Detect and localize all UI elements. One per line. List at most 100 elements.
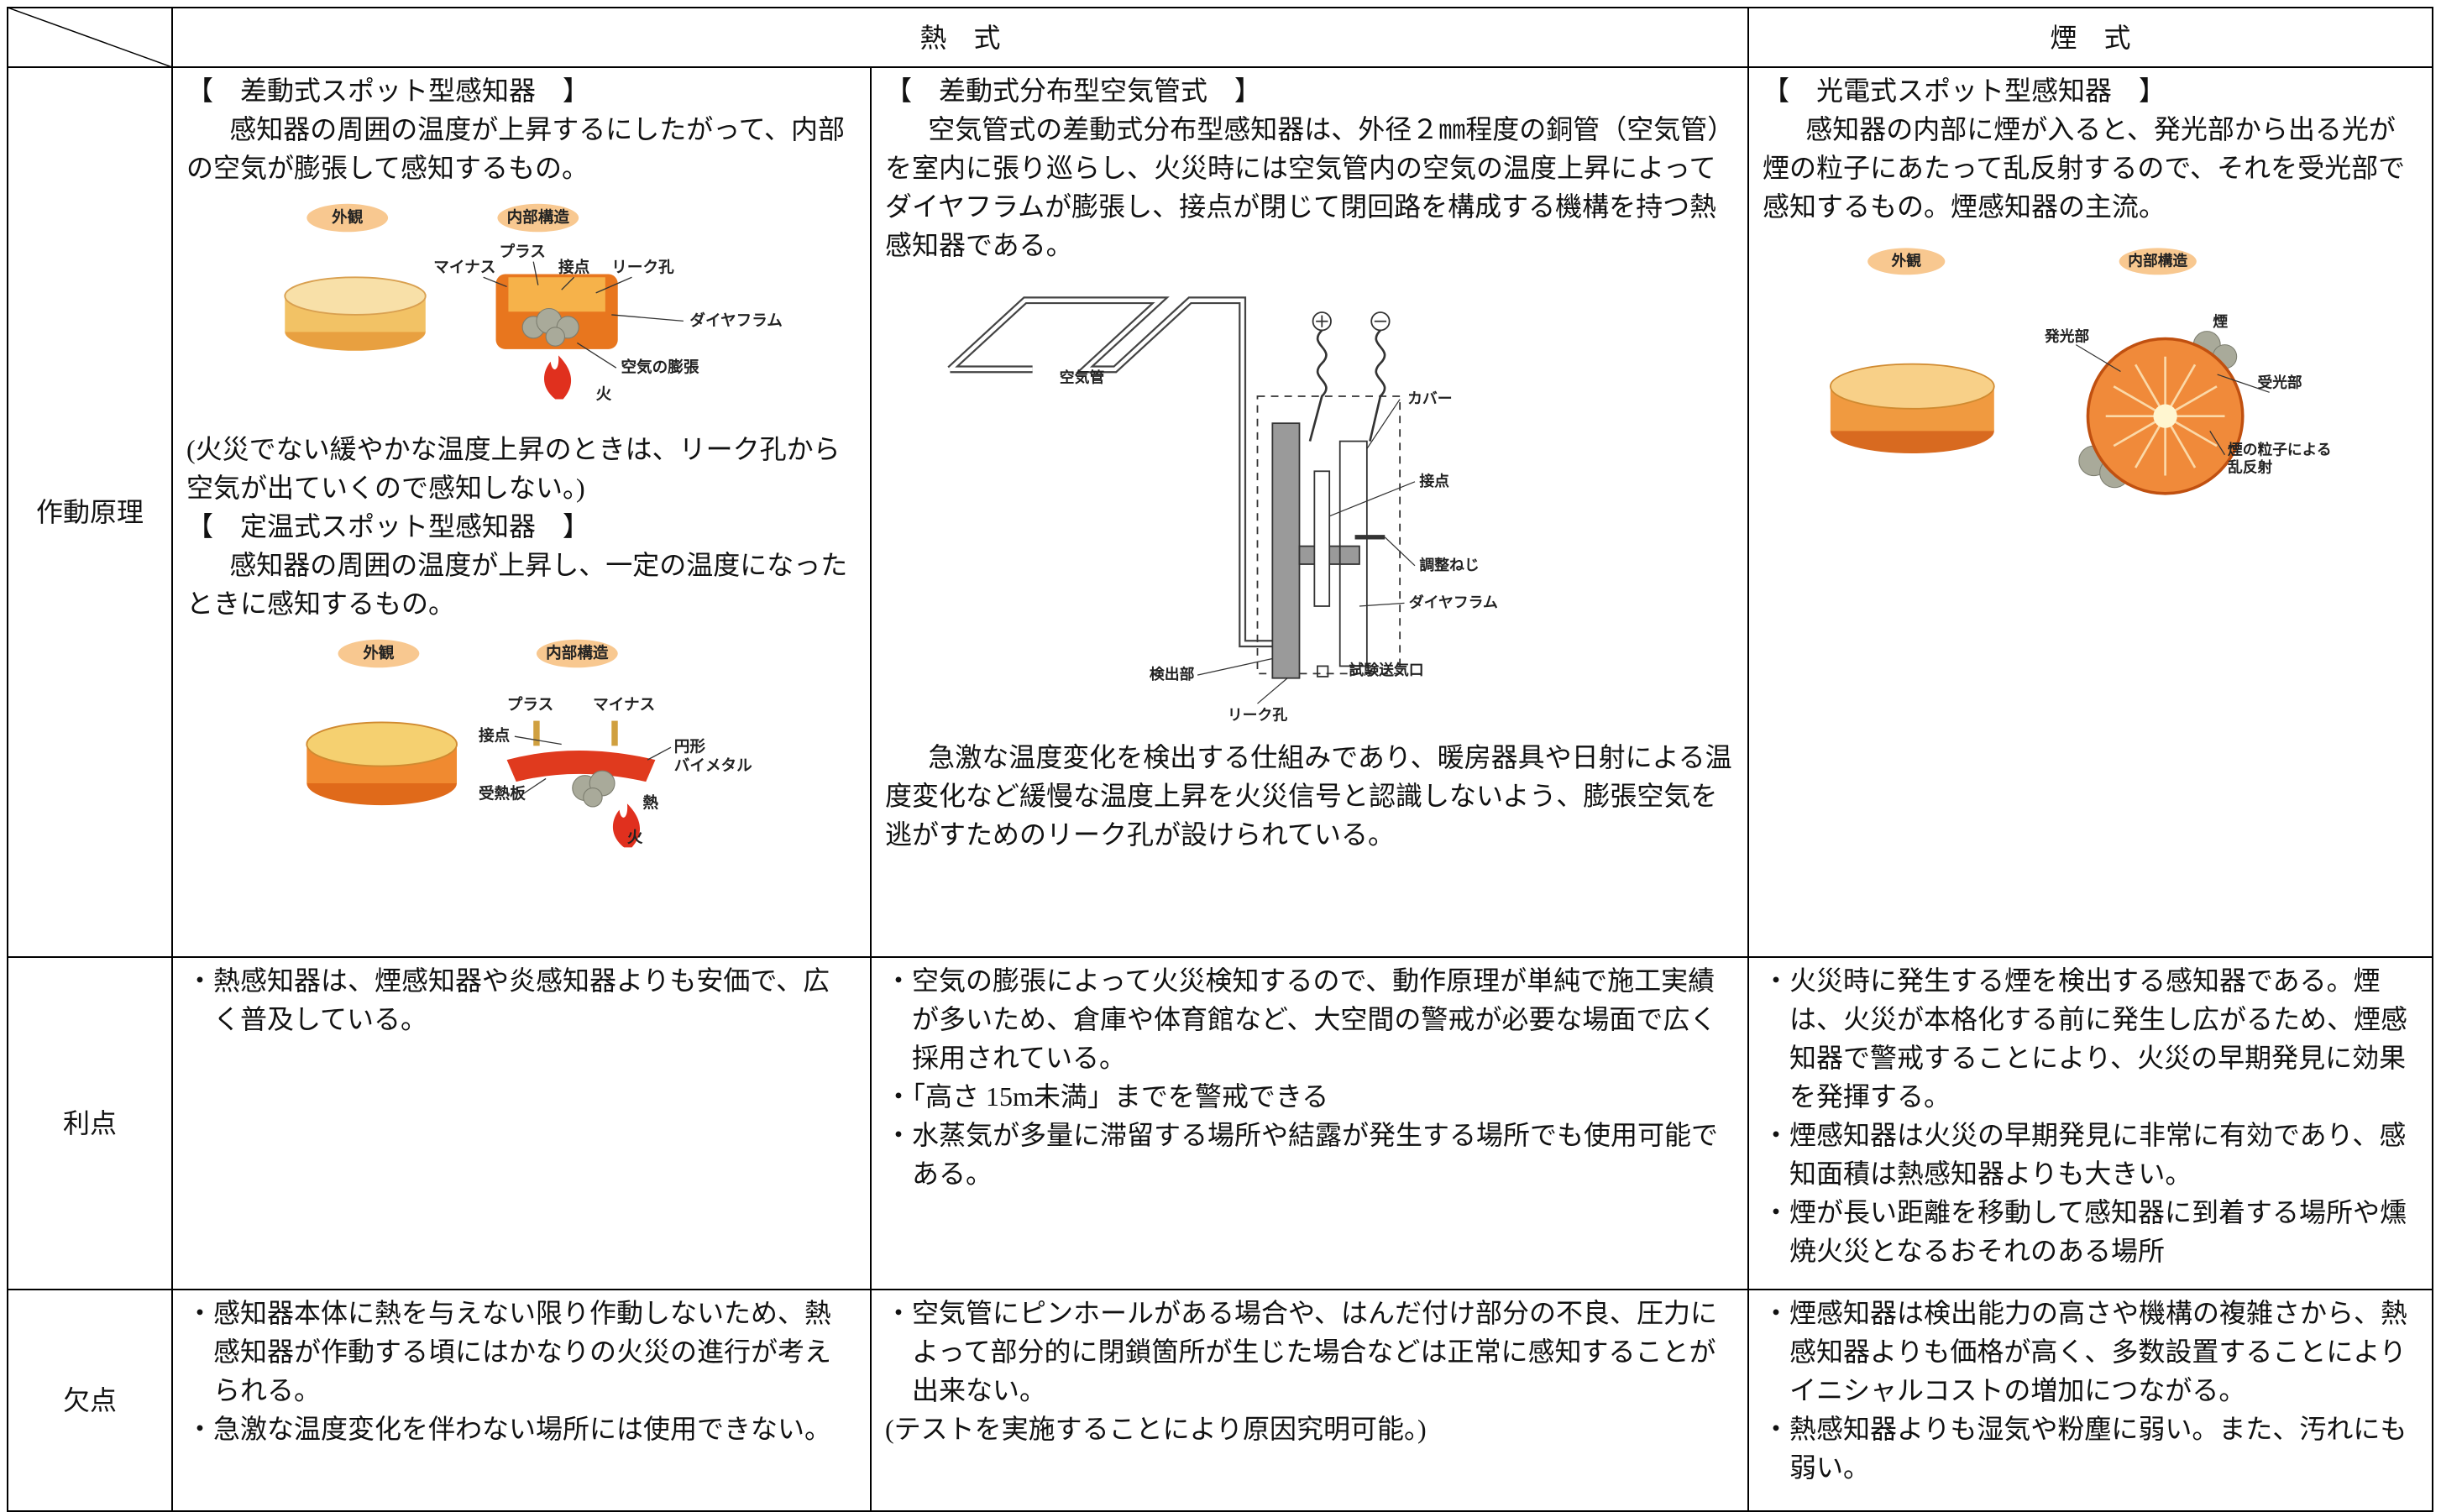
illustration-shape	[544, 355, 572, 400]
table-cell: 利点	[7, 956, 173, 1290]
illustration-shape	[1359, 602, 1405, 607]
illustration-shape	[306, 721, 458, 767]
list-item: ・煙感知器は検出能力の高さや機構の複雑さから、熱感知器よりも価格が高く、多数設置…	[1763, 1298, 2408, 1405]
figure-label: 調整ねじ	[1419, 556, 1479, 574]
illustration-shape	[536, 639, 618, 668]
figure-label: 外観	[332, 208, 364, 227]
list-item: ・空気管にピンホールがある場合や、はんだ付け部分の不良、圧力によって部分的に閉鎖…	[885, 1298, 1718, 1405]
illustration-shape	[533, 720, 540, 746]
illustration-shape	[583, 787, 603, 808]
illustration-shape	[576, 342, 617, 369]
list-item: ・急激な温度変化を伴わない場所には使用できない。	[186, 1414, 832, 1444]
corner-diagonal	[8, 8, 172, 67]
illustration-shape	[1328, 481, 1415, 517]
figure-label: 受熱板	[479, 785, 526, 803]
figure-label: 受光部	[2257, 374, 2302, 392]
figure-label: 内部構造	[546, 644, 609, 662]
paragraph: 感知器の周囲の温度が上昇し、一定の温度になったときに感知するもの。	[186, 550, 848, 619]
illustration-shape	[497, 203, 579, 233]
illustration-shape	[506, 750, 656, 782]
illustration-shape	[483, 276, 507, 288]
illustration-shape	[612, 803, 641, 848]
figure-label: 乱反射	[2228, 458, 2272, 477]
illustration-shape	[2119, 248, 2197, 275]
figure-label: 熱	[643, 794, 659, 813]
table-cell: ・火災時に発生する煙を検出する感知器である。煙は、火災が本格化する前に発生し広が…	[1747, 956, 2433, 1290]
figure-label: リーク孔	[611, 259, 674, 277]
row-label: 利点	[62, 1108, 117, 1138]
figure-label: 外観	[1891, 251, 1921, 269]
illustration-shape	[647, 746, 672, 761]
figure-label: ダイヤフラム	[689, 311, 783, 330]
figure-label: プラス	[499, 243, 545, 261]
illustration-shape	[1197, 657, 1272, 676]
illustration-shape	[514, 735, 562, 746]
illustration-shape	[948, 298, 1272, 646]
paragraph: 感知器の周囲の温度が上昇するにしたがって、内部の空気が膨張して感知するもの。	[186, 114, 845, 183]
figure-label: 円形	[674, 739, 706, 756]
illustration-shape	[2208, 431, 2225, 456]
illustration-shape	[521, 777, 547, 795]
illustration-shape	[1308, 329, 1386, 442]
illustration-shape	[611, 314, 684, 322]
illustration-shape	[561, 276, 575, 290]
list-item: (テストを実施することにより原因究明可能。)	[885, 1414, 1427, 1444]
list-item: ・感知器本体に熱を与えない限り作動しないため、熱感知器が作動する頃にはかなりの火…	[186, 1298, 832, 1405]
illustration-shape	[2216, 374, 2270, 393]
figure-label: 火	[627, 829, 643, 847]
paragraph: 感知器の内部に煙が入ると、発光部から出る光が煙の粒子にあたって乱反射するので、そ…	[1763, 114, 2406, 222]
figure-label: プラス	[507, 695, 553, 714]
illustration-shape	[1365, 399, 1401, 449]
figure-label: リーク孔	[1227, 706, 1287, 724]
note: (火災でない緩やかな温度上昇のときは、リーク孔から空気が出ていくので感知しない。…	[186, 434, 841, 503]
paragraph: 急激な温度変化を検出する仕組みであり、暖房器具や日射による温度変化など緩慢な温度…	[885, 742, 1732, 850]
figure-label: 接点	[479, 727, 511, 746]
illustration-shape	[1384, 536, 1415, 567]
illustration-shape	[2152, 404, 2177, 428]
row-label: 作動原理	[35, 497, 144, 527]
figure-label: バイメタル	[674, 757, 752, 775]
figure-label: 接点	[1419, 472, 1449, 490]
table-cell: ・熱感知器は、煙感知器や炎感知器よりも安価で、広く普及している。	[171, 956, 872, 1290]
figure-label: 煙の粒子による	[2228, 440, 2332, 458]
illustration-shape	[1316, 665, 1328, 678]
table-cell: 熱 式	[171, 7, 1749, 68]
illustration-shape	[1312, 470, 1330, 607]
diagonal-line	[8, 8, 172, 67]
header-label: 熱 式	[919, 22, 1001, 53]
illustration-shape	[284, 276, 427, 316]
figure-label: 検出部	[1149, 665, 1194, 683]
illustration-shape	[338, 639, 420, 668]
figure-label: 内部構造	[2128, 251, 2187, 269]
illustration-shape	[532, 261, 539, 285]
list-item: ・熱感知器よりも湿気や粉塵に弱い。また、汚れにも弱い。	[1763, 1414, 2407, 1483]
figure-label: 煙	[2213, 313, 2228, 331]
figure-label: カバー	[1407, 390, 1453, 408]
illustration-shape	[946, 296, 1272, 648]
illustration-shape	[1829, 363, 1995, 410]
illustration-shape	[595, 276, 632, 294]
table-cell: ・煙感知器は検出能力の高さや機構の複雑さから、熱感知器よりも価格が高く、多数設置…	[1747, 1289, 2433, 1512]
illustration-shape	[2075, 344, 2121, 373]
list-item: ・水蒸気が多量に滞留する場所や結露が発生する場所でも使用可能である。	[885, 1120, 1719, 1189]
illustration-shape	[1312, 311, 1332, 332]
illustration-shape	[1867, 248, 1945, 275]
list-item: ・熱感知器は、煙感知器や炎感知器よりも安価で、広く普及している。	[186, 965, 830, 1034]
illustration-shape	[545, 327, 566, 347]
figure-label: ダイヤフラム	[1408, 593, 1497, 611]
row-label: 欠点	[62, 1385, 117, 1415]
illustration-shape	[611, 720, 618, 746]
figure-label: 空気管	[1059, 369, 1104, 387]
illustration-shape	[1256, 678, 1288, 704]
table-cell	[7, 7, 173, 68]
header-label: 煙 式	[2050, 22, 2131, 53]
list-item: ・火災時に発生する煙を検出する感知器である。煙は、火災が本格化する前に発生し広が…	[1763, 965, 2408, 1112]
table-cell: 欠点	[7, 1289, 173, 1512]
list-item: ・煙感知器は火災の早期発見に非常に有効であり、感知面積は熱感知器よりも大きい。	[1763, 1120, 2407, 1189]
table-cell: ・感知器本体に熱を与えない限り作動しないため、熱感知器が作動する頃にはかなりの火…	[171, 1289, 872, 1512]
paragraph: 空気管式の差動式分布型感知器は、外径２㎜程度の銅管（空気管）を室内に張り巡らし、…	[885, 114, 1721, 260]
list-item: ・「高さ 15m未満」までを警戒できる	[885, 1081, 1329, 1112]
